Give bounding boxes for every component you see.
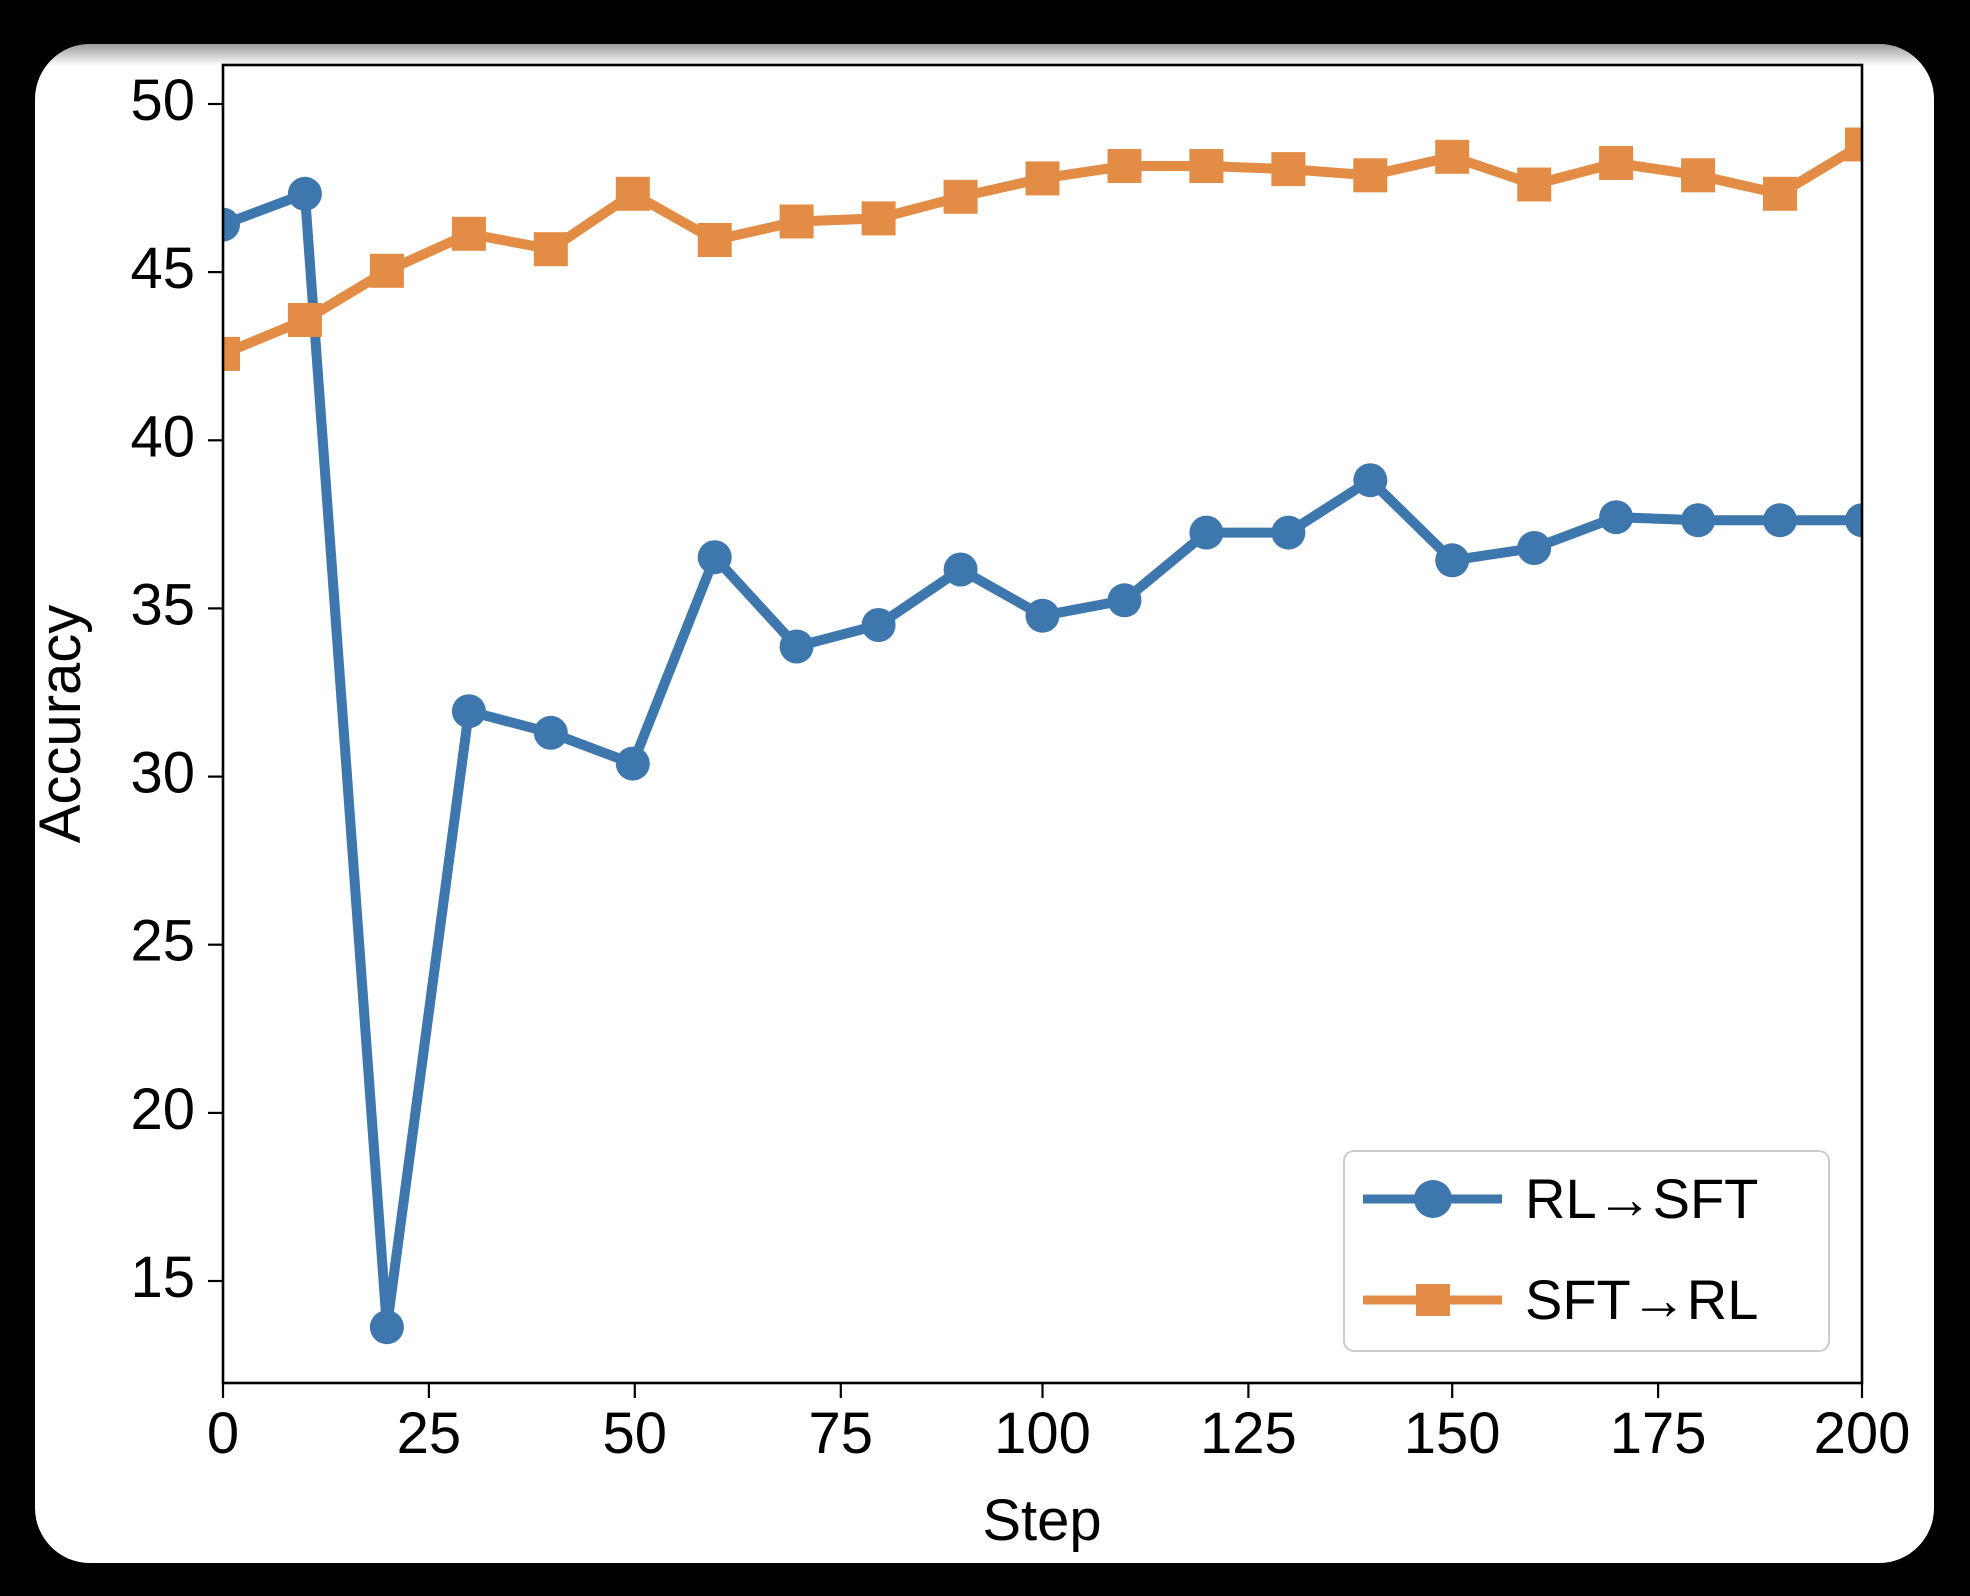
svg-text:150: 150 — [1404, 1401, 1501, 1466]
svg-text:45: 45 — [130, 236, 195, 301]
svg-text:SFT→RL: SFT→RL — [1525, 1268, 1758, 1331]
svg-text:RL→SFT: RL→SFT — [1525, 1167, 1758, 1230]
svg-text:20: 20 — [130, 1077, 195, 1142]
svg-text:125: 125 — [1200, 1401, 1297, 1466]
svg-text:50: 50 — [603, 1401, 668, 1466]
svg-text:Step: Step — [982, 1488, 1101, 1553]
svg-text:0: 0 — [207, 1401, 239, 1466]
svg-text:25: 25 — [130, 909, 195, 974]
svg-text:75: 75 — [809, 1401, 874, 1466]
svg-text:30: 30 — [130, 741, 195, 806]
svg-text:100: 100 — [994, 1401, 1091, 1466]
svg-text:35: 35 — [130, 572, 195, 637]
svg-text:15: 15 — [130, 1245, 195, 1310]
svg-text:50: 50 — [130, 68, 195, 133]
svg-text:25: 25 — [397, 1401, 462, 1466]
svg-text:40: 40 — [130, 404, 195, 469]
svg-text:175: 175 — [1610, 1401, 1707, 1466]
svg-text:200: 200 — [1814, 1401, 1911, 1466]
svg-text:Accuracy: Accuracy — [28, 605, 93, 844]
